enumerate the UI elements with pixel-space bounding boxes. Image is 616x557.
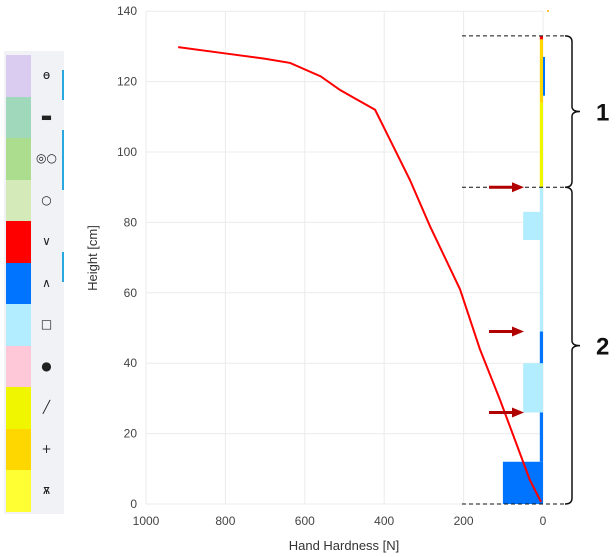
y-axis-label: Height [cm] bbox=[85, 225, 100, 291]
x-tick-label: 400 bbox=[374, 514, 394, 528]
snow-layer-bar bbox=[539, 187, 543, 212]
legend-item: ∨ bbox=[6, 221, 62, 263]
grain-symbol-icon: ╱ bbox=[42, 400, 51, 414]
y-tick-label: 40 bbox=[124, 356, 138, 370]
section-2-label: 2 bbox=[596, 334, 609, 361]
grain-type-legend: ɵ ▬ ◎○ ○ ∨ ∧ □ ● ╱ + ѫ bbox=[4, 51, 64, 514]
legend-item: ╱ bbox=[6, 387, 62, 429]
legend-item: □ bbox=[6, 304, 62, 346]
y-tick-label: 0 bbox=[130, 497, 137, 511]
legend-swatch bbox=[6, 428, 31, 470]
legend-item: ∧ bbox=[6, 262, 62, 304]
x-tick-label: 200 bbox=[454, 514, 474, 528]
snow-layer-bar bbox=[539, 39, 543, 103]
y-tick-label: 140 bbox=[117, 4, 137, 18]
x-tick-label: 0 bbox=[540, 514, 547, 528]
legend-item: ◎○ bbox=[6, 138, 62, 180]
x-tick-label: 600 bbox=[295, 514, 315, 528]
grain-symbol-icon: + bbox=[41, 441, 52, 456]
grain-symbol-icon: ѫ bbox=[42, 483, 51, 497]
legend-swatch bbox=[6, 470, 31, 512]
legend-item: ѫ bbox=[6, 470, 62, 512]
legend-swatch bbox=[6, 387, 31, 429]
snow-layer-bar bbox=[539, 240, 543, 332]
legend-scroll-indicator bbox=[62, 70, 64, 100]
y-tick-label: 120 bbox=[117, 75, 137, 89]
section-1-label: 1 bbox=[596, 100, 609, 127]
legend-swatch bbox=[6, 179, 31, 221]
grain-symbol-icon: □ bbox=[40, 317, 53, 331]
grain-symbol-icon: ∧ bbox=[42, 275, 51, 290]
arrowhead-icon bbox=[512, 326, 524, 337]
legend-scroll-indicator bbox=[62, 252, 64, 282]
legend-item: ● bbox=[6, 345, 62, 387]
section-1-brace bbox=[564, 35, 581, 188]
y-tick-label: 60 bbox=[124, 286, 138, 300]
snow-layer-bar bbox=[539, 35, 543, 40]
legend-swatch bbox=[6, 345, 31, 387]
legend-swatch bbox=[6, 221, 31, 263]
arrowhead-icon bbox=[512, 407, 524, 418]
arrowhead-icon bbox=[512, 182, 524, 193]
legend-swatch bbox=[6, 304, 31, 346]
grain-symbol-icon: ◎○ bbox=[36, 151, 57, 165]
snow-layer-marker bbox=[543, 56, 545, 96]
snow-layer-bar bbox=[539, 331, 543, 364]
marker-dot bbox=[547, 10, 549, 12]
legend-item: + bbox=[6, 428, 62, 470]
legend-item: ɵ bbox=[6, 55, 62, 97]
grain-symbol-icon: ● bbox=[41, 358, 52, 373]
grain-symbol-icon: ɵ bbox=[42, 68, 51, 82]
y-tick-label: 100 bbox=[117, 145, 137, 159]
legend-swatch bbox=[6, 262, 31, 304]
snow-layer-bar bbox=[539, 102, 543, 188]
legend-swatch bbox=[6, 138, 31, 180]
section-2-brace bbox=[564, 186, 581, 505]
legend-item: ▬ bbox=[6, 96, 62, 138]
snow-layer-bar bbox=[539, 412, 543, 462]
legend-scroll-indicator bbox=[62, 130, 64, 190]
x-tick-label: 800 bbox=[215, 514, 235, 528]
snow-layer-bar bbox=[523, 363, 543, 413]
grain-symbol-icon: ∨ bbox=[42, 234, 51, 248]
grain-symbol-icon: ▬ bbox=[40, 109, 53, 124]
y-tick-label: 80 bbox=[124, 215, 138, 229]
legend-item: ○ bbox=[6, 179, 62, 221]
legend-swatch bbox=[6, 96, 31, 138]
y-tick-label: 20 bbox=[124, 427, 138, 441]
snow-layer-bar bbox=[502, 461, 543, 504]
grain-symbol-icon: ○ bbox=[41, 192, 52, 207]
legend-swatch bbox=[6, 55, 31, 97]
x-tick-label: 1000 bbox=[133, 514, 160, 528]
x-axis-label: Hand Hardness [N] bbox=[289, 538, 400, 553]
snow-layer-bar bbox=[523, 211, 543, 240]
